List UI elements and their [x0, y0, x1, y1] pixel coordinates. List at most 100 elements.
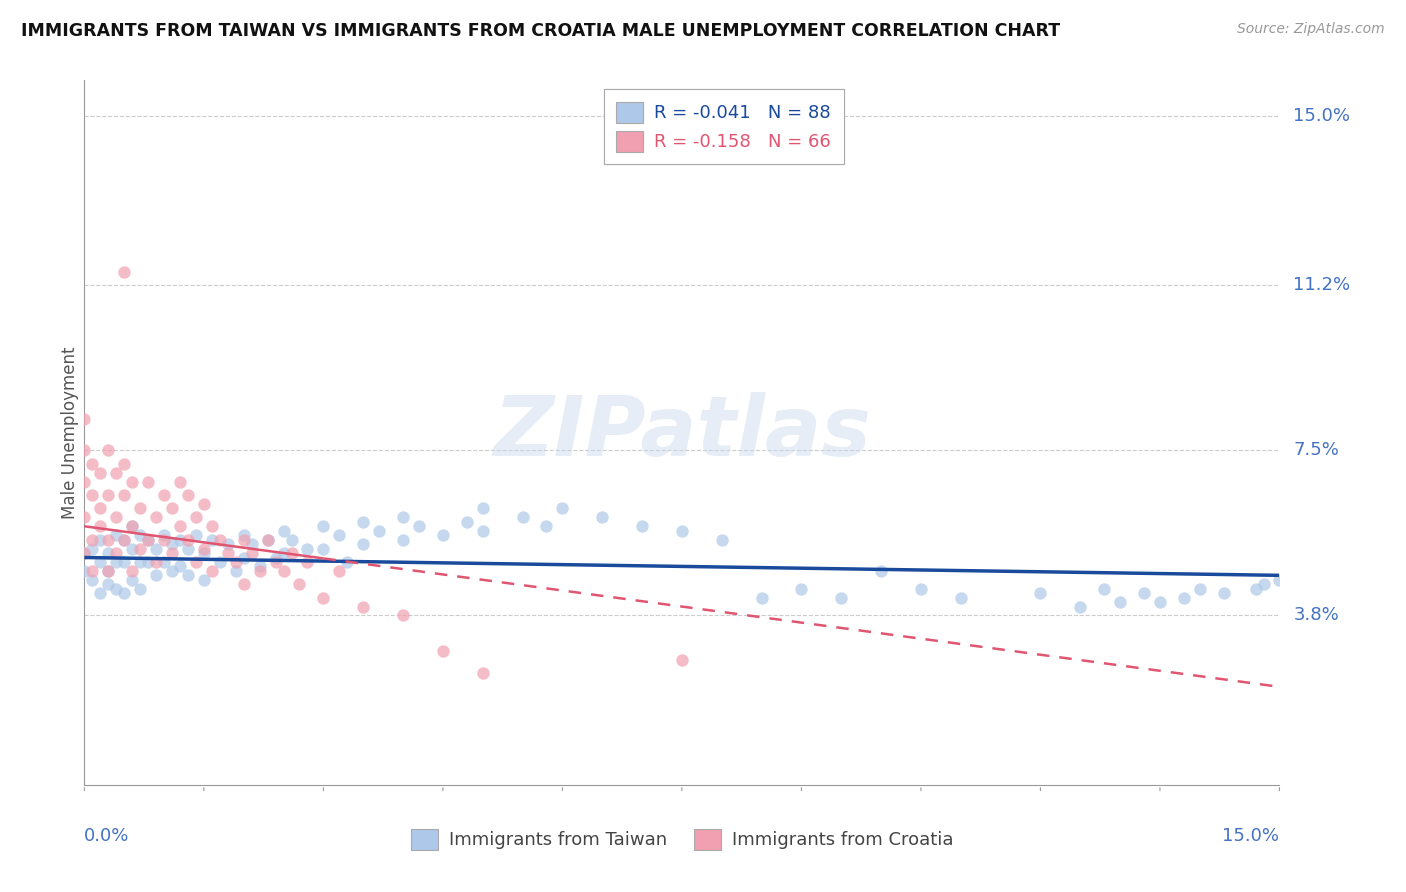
Point: [105, 546, 128, 560]
Point: [536, 519, 558, 533]
Point: [97, 564, 120, 578]
Point: [121, 475, 143, 489]
Point: [97, 564, 120, 578]
Point: [456, 515, 478, 529]
Point: [160, 564, 183, 578]
Point: [121, 519, 143, 533]
Point: [273, 564, 295, 578]
Point: [512, 510, 534, 524]
Point: [232, 550, 254, 565]
Point: [193, 541, 215, 556]
Point: [112, 586, 135, 600]
Point: [129, 501, 152, 516]
Point: [121, 541, 143, 556]
Point: [129, 528, 152, 542]
Point: [112, 457, 135, 471]
Point: [1268, 573, 1291, 587]
Point: [82, 533, 104, 547]
Point: [551, 501, 574, 516]
Point: [232, 577, 254, 591]
Point: [136, 555, 159, 569]
Point: [232, 533, 254, 547]
Point: [208, 555, 231, 569]
Point: [105, 528, 128, 542]
Point: [121, 564, 143, 578]
Point: [97, 488, 120, 502]
Point: [82, 564, 104, 578]
Point: [105, 555, 128, 569]
Point: [1149, 595, 1171, 609]
Point: [591, 510, 613, 524]
Point: [949, 591, 972, 605]
Text: 15.0%: 15.0%: [1222, 827, 1279, 846]
Point: [1244, 582, 1267, 596]
Point: [105, 466, 128, 480]
Point: [136, 533, 159, 547]
Point: [73, 475, 96, 489]
Point: [249, 564, 271, 578]
Point: [89, 519, 111, 533]
Point: [432, 644, 454, 658]
Point: [160, 501, 183, 516]
Point: [631, 519, 654, 533]
Point: [297, 555, 319, 569]
Point: [225, 564, 247, 578]
Point: [112, 555, 135, 569]
Point: [432, 528, 454, 542]
Point: [1029, 586, 1052, 600]
Point: [105, 510, 128, 524]
Point: [352, 599, 374, 614]
Point: [751, 591, 773, 605]
Point: [112, 533, 135, 547]
Point: [1069, 599, 1091, 614]
Point: [232, 528, 254, 542]
Point: [73, 510, 96, 524]
Y-axis label: Male Unemployment: Male Unemployment: [62, 346, 80, 519]
Point: [208, 533, 231, 547]
Point: [153, 533, 176, 547]
Point: [392, 533, 415, 547]
Text: 7.5%: 7.5%: [1294, 442, 1340, 459]
Point: [184, 528, 207, 542]
Point: [169, 559, 191, 574]
Legend: Immigrants from Taiwan, Immigrants from Croatia: Immigrants from Taiwan, Immigrants from …: [404, 822, 960, 857]
Point: [240, 537, 263, 551]
Point: [73, 443, 96, 458]
Point: [392, 608, 415, 623]
Point: [82, 541, 104, 556]
Point: [97, 443, 120, 458]
Point: [240, 546, 263, 560]
Point: [471, 524, 494, 538]
Point: [177, 541, 200, 556]
Point: [153, 528, 176, 542]
Point: [790, 582, 813, 596]
Point: [129, 541, 152, 556]
Point: [136, 533, 159, 547]
Point: [336, 555, 359, 569]
Point: [1173, 591, 1195, 605]
Point: [312, 591, 335, 605]
Point: [288, 577, 311, 591]
Point: [193, 497, 215, 511]
Text: 0.0%: 0.0%: [84, 827, 129, 846]
Point: [145, 541, 167, 556]
Text: Source: ZipAtlas.com: Source: ZipAtlas.com: [1237, 22, 1385, 37]
Point: [256, 533, 278, 547]
Point: [671, 524, 693, 538]
Point: [97, 546, 120, 560]
Point: [73, 564, 96, 578]
Point: [145, 555, 167, 569]
Text: ZIPatlas: ZIPatlas: [494, 392, 870, 473]
Point: [153, 488, 176, 502]
Point: [408, 519, 430, 533]
Point: [89, 586, 111, 600]
Point: [121, 573, 143, 587]
Point: [264, 555, 287, 569]
Point: [297, 541, 319, 556]
Point: [201, 533, 224, 547]
Point: [73, 546, 96, 560]
Point: [249, 559, 271, 574]
Point: [1133, 586, 1156, 600]
Point: [97, 577, 120, 591]
Point: [177, 488, 200, 502]
